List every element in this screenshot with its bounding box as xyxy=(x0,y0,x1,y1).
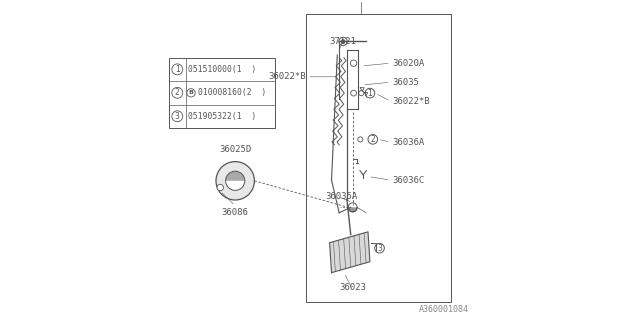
Circle shape xyxy=(365,88,375,98)
Circle shape xyxy=(187,89,195,97)
Circle shape xyxy=(226,171,244,190)
Text: 2: 2 xyxy=(175,88,180,97)
Text: 36086: 36086 xyxy=(222,208,248,217)
Circle shape xyxy=(217,184,223,191)
Circle shape xyxy=(358,91,364,96)
Polygon shape xyxy=(330,232,370,273)
Circle shape xyxy=(341,39,345,43)
Text: 010008160(2  ): 010008160(2 ) xyxy=(198,88,266,97)
Circle shape xyxy=(375,243,384,253)
Text: 36020A: 36020A xyxy=(392,59,424,68)
Text: 051905322(1  ): 051905322(1 ) xyxy=(188,112,257,121)
Text: 3: 3 xyxy=(377,244,382,253)
Bar xyxy=(169,58,275,128)
Text: 36023: 36023 xyxy=(339,283,366,292)
Text: A360001084: A360001084 xyxy=(419,305,468,314)
Circle shape xyxy=(358,137,363,142)
Text: 3: 3 xyxy=(175,112,180,121)
Circle shape xyxy=(351,90,356,96)
Text: 36036A: 36036A xyxy=(392,138,424,147)
Circle shape xyxy=(339,37,347,46)
Text: 2: 2 xyxy=(371,135,375,144)
Text: 36035A: 36035A xyxy=(326,192,358,201)
Circle shape xyxy=(172,87,183,98)
Text: 36022*B: 36022*B xyxy=(268,72,306,81)
Circle shape xyxy=(351,60,357,67)
Text: 36022*B: 36022*B xyxy=(392,97,430,106)
Text: 36036C: 36036C xyxy=(392,176,424,185)
Bar xyxy=(306,14,451,302)
Text: 36025D: 36025D xyxy=(219,145,252,154)
Wedge shape xyxy=(226,171,245,181)
Circle shape xyxy=(348,203,357,212)
Text: 37121: 37121 xyxy=(330,37,356,46)
Circle shape xyxy=(172,111,183,122)
Text: 1: 1 xyxy=(367,89,372,98)
Text: 1: 1 xyxy=(175,65,180,74)
Text: 051510000(1  ): 051510000(1 ) xyxy=(188,65,257,74)
Text: B: B xyxy=(189,90,193,95)
Text: 36010: 36010 xyxy=(348,0,374,2)
Circle shape xyxy=(216,162,254,200)
Circle shape xyxy=(368,135,378,144)
Text: 36035: 36035 xyxy=(392,78,419,87)
Wedge shape xyxy=(348,207,357,212)
Circle shape xyxy=(172,64,183,75)
